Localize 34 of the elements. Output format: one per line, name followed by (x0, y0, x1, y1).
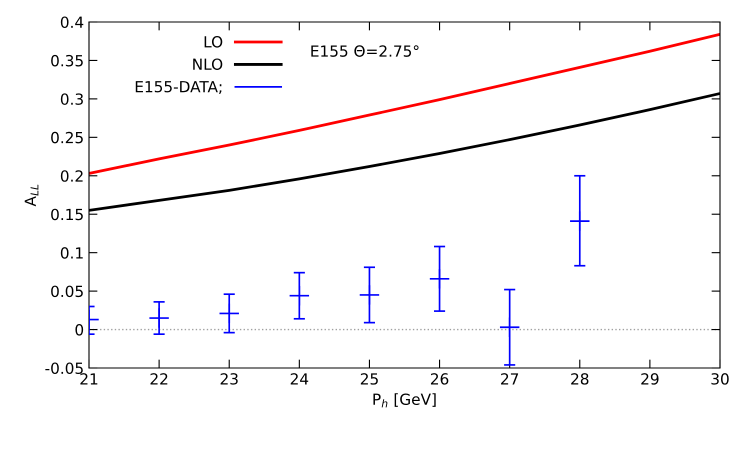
x-tick-label: 27 (501, 373, 518, 384)
y-tick-label: 0.2 (60, 170, 83, 182)
y-tick-label: 0 (75, 324, 84, 336)
x-tick-label: 24 (290, 373, 308, 384)
legend-label: E155-DATA; (136, 81, 222, 94)
point (499, 316, 520, 338)
annotation: E155 Θ=2.75° (311, 45, 419, 57)
x-tick-label: 29 (641, 373, 659, 385)
y-tick-label: 0.15 (51, 208, 83, 220)
line-series (89, 32, 720, 175)
x-tick-label: 26 (430, 373, 448, 385)
y-tick-label: 0.1 (60, 247, 83, 259)
y-tick-label: 0.3 (60, 93, 83, 105)
x-axis-title: P$_{h}$ [GeV] (373, 393, 436, 408)
y-tick-label: -0.05 (45, 362, 83, 374)
legend-label: LO (204, 36, 222, 48)
y-tick-label: 0.35 (51, 54, 83, 66)
point (148, 307, 170, 329)
y-axis-title: A$_{LL}$ (24, 184, 38, 206)
x-tick-label: 30 (711, 373, 729, 385)
x-tick-label: 25 (360, 373, 378, 385)
y-tick-label: 0.05 (51, 286, 83, 298)
point (218, 302, 240, 324)
x-tick-label: 28 (571, 373, 588, 385)
x-tick-label: 21 (80, 373, 98, 384)
point (358, 284, 380, 306)
x-tick-label: 22 (150, 373, 168, 384)
y-tick-label: 0.25 (51, 132, 83, 144)
point (288, 285, 310, 306)
x-tick-label: 23 (220, 373, 238, 385)
legend-label: NLO (193, 58, 222, 70)
point (429, 268, 450, 290)
y-tick-label: 0.4 (60, 16, 84, 28)
point (569, 210, 590, 232)
